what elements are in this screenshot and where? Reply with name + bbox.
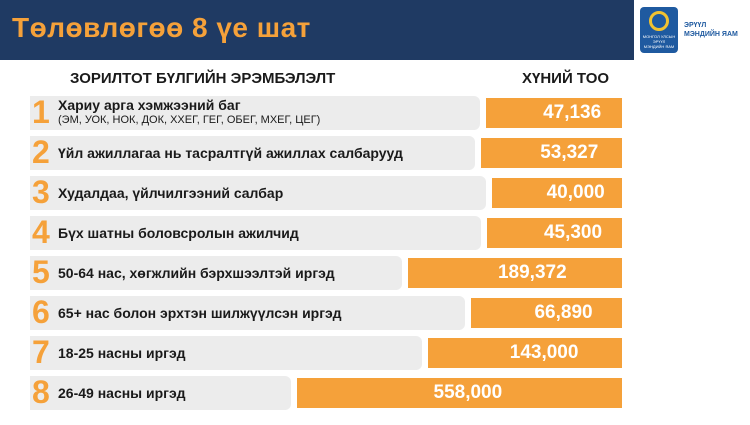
value-bar (487, 218, 622, 248)
category-label: 26-49 насны иргэд (58, 385, 186, 401)
emblem-text: МОНГОЛ УЛСЫН ЭРҮҮЛ МЭНДИЙН ЯАМ (642, 34, 676, 49)
rank-number: 3 (32, 174, 50, 210)
category-label: Үйл ажиллагаа нь тасралтгүй ажиллах салб… (58, 145, 403, 161)
rank-number: 7 (32, 334, 50, 370)
value-label: 143,000 (509, 342, 579, 363)
value-label: 40,000 (546, 182, 605, 203)
category-label: 65+ нас болон эрхтэн шилжүүлсэн иргэд (58, 305, 342, 321)
row-background (30, 136, 475, 170)
column-header-count: ХҮНИЙ ТОО (522, 70, 610, 87)
row-background (30, 216, 482, 250)
row-background (30, 176, 486, 210)
row-background (30, 96, 480, 130)
emblem-icon: МОНГОЛ УЛСЫН ЭРҮҮЛ МЭНДИЙН ЯАМ (640, 7, 678, 53)
category-label: 50-64 нас, хөгжлийн бэрхшээлтэй иргэд (58, 265, 335, 281)
value-bar (408, 258, 622, 288)
ministry-line-1: ЭРҮҮЛ (684, 22, 707, 29)
value-bar (492, 178, 622, 208)
category-label: 18-25 насны иргэд (58, 345, 186, 361)
row-background (30, 336, 423, 370)
value-bar (485, 98, 622, 128)
value-label: 66,890 (534, 302, 593, 323)
category-label: Бүх шатны боловсролын ажилчид (58, 225, 299, 241)
value-label: 53,327 (540, 142, 599, 163)
value-bar (480, 138, 622, 168)
value-label: 45,300 (543, 222, 603, 243)
value-label: 47,136 (543, 102, 602, 123)
value-bar (428, 338, 622, 368)
rank-number: 8 (32, 374, 50, 410)
rank-number: 1 (32, 94, 50, 130)
category-sublabel: (ЭМ, УОК, НОК, ДОК, ХХЕГ, ГЕГ, ОБЕГ, МХЕ… (58, 114, 321, 126)
ministry-logo: МОНГОЛ УЛСЫН ЭРҮҮЛ МЭНДИЙН ЯАМ ЭРҮҮЛ МЭН… (634, 0, 750, 60)
header-banner: Төлөвлөгөө 8 үе шат МОНГОЛ УЛСЫН ЭРҮҮЛ М… (0, 0, 750, 60)
rank-number: 6 (32, 294, 50, 330)
category-label: Худалдаа, үйлчилгээний салбар (58, 185, 284, 201)
value-label: 558,000 (433, 382, 503, 403)
value-bar (297, 378, 622, 408)
page-title: Төлөвлөгөө 8 үе шат (12, 12, 311, 43)
category-label: Хариу арга хэмжээний баг (58, 97, 241, 113)
rank-number: 4 (32, 214, 50, 250)
column-header-groups: ЗОРИЛТОТ БҮЛГИЙН ЭРЭМБЭЛЭЛТ (70, 70, 336, 87)
value-label: 189,372 (497, 262, 567, 283)
value-bar (471, 298, 622, 328)
row-background (30, 256, 403, 290)
row-background (30, 376, 291, 410)
rank-number: 2 (32, 134, 50, 170)
soyombo-icon (649, 11, 669, 31)
ministry-name: ЭРҮҮЛ МЭНДИЙН ЯАМ (684, 21, 738, 39)
ministry-line-2: МЭНДИЙН ЯАМ (684, 31, 738, 38)
row-background (30, 296, 466, 330)
rank-number: 5 (32, 254, 50, 290)
